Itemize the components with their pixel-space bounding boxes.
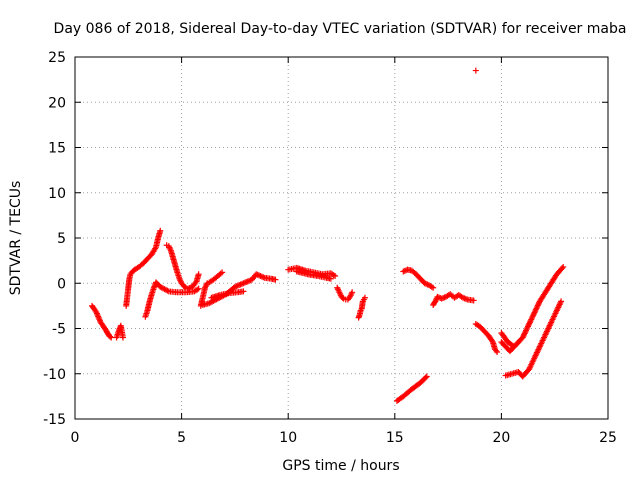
y-tick-labels: -15 -10 -5 0 5 10 15 20 25 <box>43 50 66 428</box>
data-point <box>472 67 479 74</box>
data-point <box>531 309 538 316</box>
y-tick-label: -5 <box>52 322 66 338</box>
data-point <box>532 308 539 315</box>
y-tick-label: 10 <box>48 186 66 202</box>
data-points <box>89 67 567 404</box>
data-point <box>108 334 115 341</box>
plot-area-border <box>74 56 609 420</box>
y-tick-label: -15 <box>43 412 66 428</box>
data-point <box>524 324 531 331</box>
data-point <box>240 288 247 295</box>
data-point <box>422 374 429 381</box>
data-point <box>533 305 540 312</box>
chart-title: Day 086 of 2018, Sidereal Day-to-day VTE… <box>54 21 627 37</box>
data-point <box>157 227 164 234</box>
x-tick-label: 10 <box>279 430 297 446</box>
y-tick-label: 5 <box>57 231 66 247</box>
data-point <box>181 283 188 290</box>
data-point <box>524 323 531 330</box>
data-point <box>520 333 527 340</box>
y-tick-label: 15 <box>48 141 66 157</box>
data-point <box>430 284 437 291</box>
data-point <box>521 331 528 338</box>
data-point <box>521 330 528 337</box>
y-tick-label: -10 <box>43 367 66 383</box>
data-point <box>559 265 566 272</box>
y-axis-label: SDTVAR / TECUs <box>8 181 24 296</box>
x-axis-label: GPS time / hours <box>282 458 399 474</box>
x-tick-label: 20 <box>492 430 510 446</box>
x-tick-label: 25 <box>599 430 617 446</box>
data-point <box>195 271 202 278</box>
data-point <box>534 303 541 310</box>
data-point <box>494 349 501 356</box>
data-point <box>530 310 537 317</box>
data-point <box>558 298 565 305</box>
data-point <box>361 294 368 301</box>
y-tick-label: 20 <box>48 95 66 111</box>
data-point <box>107 333 114 340</box>
data-point <box>219 269 226 276</box>
data-point <box>523 327 529 334</box>
data-point <box>470 297 477 304</box>
data-point <box>119 334 126 341</box>
data-point <box>272 276 279 283</box>
data-point <box>525 322 532 329</box>
data-point <box>534 302 541 309</box>
data-point <box>526 320 533 327</box>
data-point <box>423 373 430 380</box>
data-point <box>530 312 537 319</box>
x-tick-label: 15 <box>386 430 404 446</box>
data-point <box>528 315 535 322</box>
y-tick-label: 25 <box>48 50 66 66</box>
data-point <box>332 273 339 280</box>
data-point <box>529 313 536 320</box>
data-point <box>489 337 496 344</box>
data-point <box>519 334 526 341</box>
data-point <box>535 301 542 308</box>
data-point <box>493 347 500 354</box>
data-point <box>523 326 530 333</box>
data-point <box>327 275 334 282</box>
data-point <box>527 317 534 324</box>
x-tick-label: 5 <box>177 430 186 446</box>
grid-lines <box>75 57 608 419</box>
data-point <box>401 267 408 274</box>
y-tick-label: 0 <box>57 276 66 292</box>
x-tick-label: 0 <box>71 430 80 446</box>
data-point <box>532 306 539 313</box>
data-point <box>528 316 535 323</box>
data-point <box>522 328 529 335</box>
data-point <box>195 285 202 292</box>
x-tick-labels: 0 5 10 15 20 25 <box>71 430 617 446</box>
data-point <box>339 294 346 301</box>
tick-marks <box>74 56 609 420</box>
data-point <box>526 319 533 326</box>
data-point <box>349 289 356 296</box>
data-point <box>560 263 567 270</box>
